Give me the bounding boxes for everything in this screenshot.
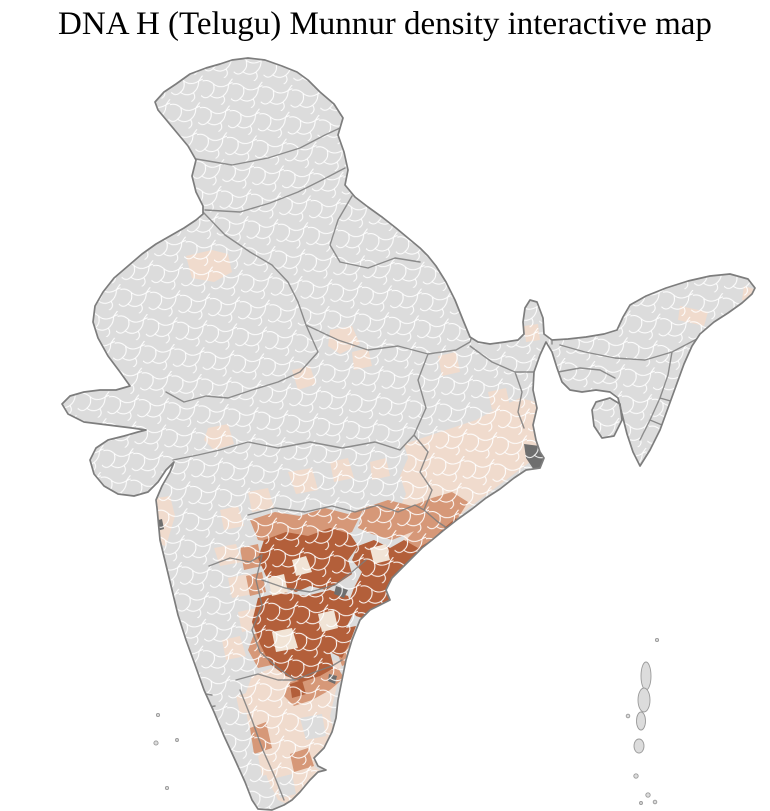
- andaman-nicobar-islands[interactable]: [625, 637, 660, 805]
- lakshadweep-islands[interactable]: [153, 712, 179, 791]
- map-title: DNA H (Telugu) Munnur density interactiv…: [58, 6, 712, 42]
